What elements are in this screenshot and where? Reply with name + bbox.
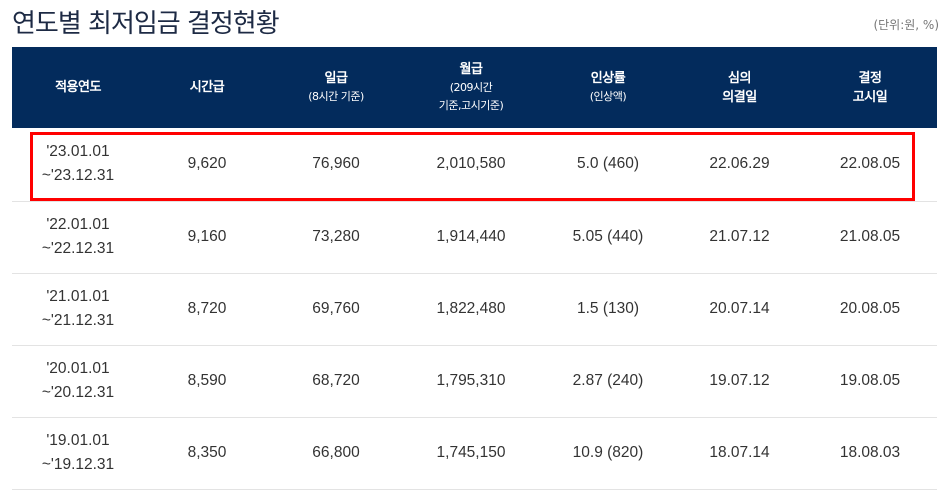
header-hourly: 시간급 (144, 47, 270, 128)
header-hourly-label: 시간급 (189, 80, 225, 95)
table-header: 적용연도 시간급 일급 (8시간 기준) 월급 (209시간 기준,고시기준) … (12, 47, 937, 128)
cell-daily: 76,960 (312, 155, 360, 173)
cell-increase: 5.05 (440) (572, 228, 644, 245)
cell-monthly: 2,010,580 (436, 155, 506, 173)
cell-hourly: 8,720 (187, 300, 227, 317)
cell-period: '23.01.01 ~'23.12.31 (12, 128, 144, 201)
cell-increase: 2.87 (240) (572, 372, 644, 389)
period-end: ~'23.12.31 (41, 167, 115, 185)
header-daily: 일급 (8시간 기준) (270, 47, 402, 128)
table-row: '23.01.01 ~'23.12.31 9,620 76,960 2,010,… (12, 128, 937, 201)
cell-increase: 1.5 (130) (576, 300, 640, 317)
cell-hourly: 9,620 (187, 155, 227, 173)
cell-increase: 5.0 (460) (576, 155, 640, 173)
unit-note: (단위:원, %) (873, 18, 939, 32)
period-end: ~'19.12.31 (41, 456, 115, 473)
cell-period: '19.01.01 ~'19.12.31 (12, 417, 144, 489)
cell-daily: 73,280 (312, 228, 360, 245)
cell-period: '21.01.01 ~'21.12.31 (12, 273, 144, 345)
cell-noticed: 22.08.05 (839, 155, 901, 173)
cell-monthly: 1,745,150 (436, 444, 506, 461)
header-notice-date: 결정 고시일 (803, 47, 937, 128)
cell-daily: 68,720 (312, 372, 360, 389)
header-daily-sub: (8시간 기준) (308, 90, 364, 103)
header-increase: 인상률 (인상액) (540, 47, 676, 128)
cell-noticed: 19.08.05 (839, 372, 901, 389)
header-increase-label: 인상률 (590, 71, 626, 86)
header-decision-line2: 의결일 (722, 89, 757, 105)
cell-decided: 22.06.29 (709, 155, 770, 173)
cell-period: '22.01.01 ~'22.12.31 (12, 201, 144, 273)
cell-noticed: 21.08.05 (839, 228, 901, 245)
period-start: '22.01.01 (46, 216, 110, 233)
cell-hourly: 8,350 (187, 444, 227, 461)
table-row: '22.01.01 ~'22.12.31 9,160 73,280 1,914,… (12, 201, 937, 273)
cell-period: '20.01.01 ~'20.12.31 (12, 345, 144, 417)
header-monthly-sub1: (209시간 (449, 81, 493, 94)
header-monthly-label: 월급 (459, 62, 483, 77)
cell-monthly: 1,914,440 (436, 228, 506, 245)
cell-noticed: 18.08.03 (839, 444, 901, 461)
header-notice-line1: 결정 (858, 70, 882, 86)
cell-decided: 20.07.14 (709, 300, 770, 317)
table-row: '19.01.01 ~'19.12.31 8,350 66,800 1,745,… (12, 417, 937, 489)
cell-monthly: 1,795,310 (436, 372, 506, 389)
header-year-label: 적용연도 (55, 80, 101, 95)
table-body: '23.01.01 ~'23.12.31 9,620 76,960 2,010,… (12, 128, 937, 489)
header-row: 적용연도 시간급 일급 (8시간 기준) 월급 (209시간 기준,고시기준) … (12, 47, 937, 128)
page-title: 연도별 최저임금 결정현황 (12, 9, 280, 39)
header-daily-label: 일급 (324, 71, 348, 86)
period-end: ~'20.12.31 (41, 384, 115, 401)
cell-decided: 19.07.12 (709, 372, 770, 389)
cell-monthly: 1,822,480 (436, 300, 506, 317)
cell-decided: 18.07.14 (709, 444, 770, 461)
cell-daily: 66,800 (312, 444, 360, 461)
header-decision-line1: 심의 (728, 70, 751, 86)
period-end: ~'21.12.31 (41, 312, 115, 329)
period-end: ~'22.12.31 (41, 240, 115, 257)
period-start: '23.01.01 (46, 143, 110, 161)
header-decision-date: 심의 의결일 (676, 47, 803, 128)
period-start: '19.01.01 (46, 432, 110, 449)
header-increase-sub: (인상액) (589, 90, 627, 103)
cell-daily: 69,760 (312, 300, 360, 317)
cell-hourly: 9,160 (187, 228, 227, 245)
period-start: '21.01.01 (46, 288, 110, 305)
table-row: '21.01.01 ~'21.12.31 8,720 69,760 1,822,… (12, 273, 937, 345)
header-monthly: 월급 (209시간 기준,고시기준) (402, 47, 540, 128)
table-row: '20.01.01 ~'20.12.31 8,590 68,720 1,795,… (12, 345, 937, 417)
cell-increase: 10.9 (820) (572, 444, 644, 461)
header-notice-line2: 고시일 (852, 89, 888, 105)
period-start: '20.01.01 (46, 360, 110, 377)
minimum-wage-table: 적용연도 시간급 일급 (8시간 기준) 월급 (209시간 기준,고시기준) … (12, 47, 937, 490)
cell-hourly: 8,590 (187, 372, 227, 389)
cell-decided: 21.07.12 (709, 228, 770, 245)
cell-noticed: 20.08.05 (839, 300, 901, 317)
header-monthly-sub2: 기준,고시기준) (438, 99, 504, 112)
header-year: 적용연도 (12, 47, 144, 128)
